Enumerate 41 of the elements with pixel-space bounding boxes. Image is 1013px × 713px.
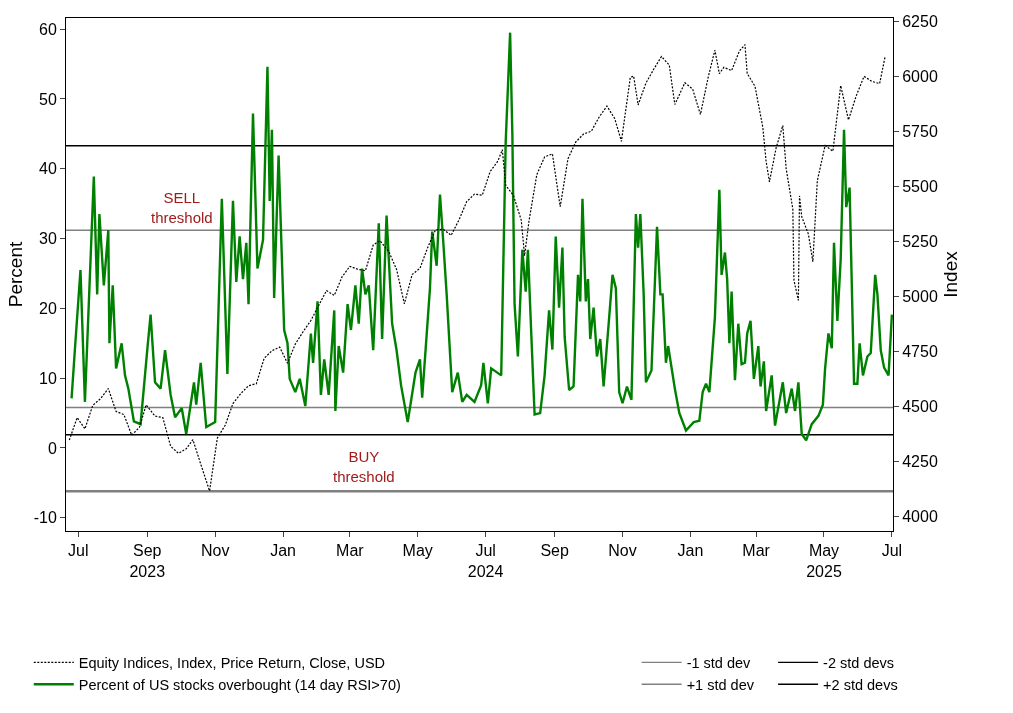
legend-label: Percent of US stocks overbought (14 day RSI>70) (78, 676, 401, 693)
y-axis-title: Percent (4, 241, 26, 308)
y-tick-label: 0 (47, 439, 57, 457)
y2-tick-label: 5750 (902, 122, 938, 140)
y-tick-label: -10 (33, 509, 57, 527)
x-tick-label: Nov (608, 542, 637, 560)
y-tick-label: 40 (39, 160, 57, 178)
x-tick-label: Mar (336, 542, 365, 560)
y2-tick-label: 4000 (902, 508, 938, 526)
y-tick-label: 60 (39, 20, 57, 38)
y2-tick-label: 4500 (902, 398, 938, 416)
x-tick-label: May (402, 542, 433, 560)
x-tick-label: Jul 2024 (467, 542, 504, 580)
y-tick-label: 20 (39, 299, 57, 317)
x-tick-label: Sep 2023 (129, 542, 166, 580)
y2-tick-label: 5250 (902, 233, 938, 251)
legend-label: +2 std devs (823, 676, 898, 693)
x-tick-label: Jan (270, 542, 296, 560)
x-tick-label: Nov (200, 542, 230, 560)
legend-label: +1 std dev (686, 676, 755, 693)
x-tick-label: May 2025 (806, 542, 842, 580)
x-tick-label: Jul (68, 542, 89, 560)
x-tick-label: Jul (881, 542, 903, 560)
y-tick-label: 50 (39, 90, 57, 108)
legend-label: -1 std dev (686, 655, 752, 672)
y2-tick-label: 5000 (902, 288, 938, 306)
legend-label: Equity Indices, Index, Price Return, Close, USD (78, 655, 386, 672)
y-tick-label: 30 (39, 230, 57, 248)
y-tick-label: 10 (39, 369, 57, 387)
y2-tick-label: 6000 (902, 67, 938, 85)
y2-tick-label: 6250 (902, 12, 938, 30)
y2-tick-label: 4750 (902, 343, 938, 361)
x-tick-label: Sep (540, 542, 569, 560)
x-tick-label: Jan (677, 542, 704, 560)
y2-tick-label: 5500 (902, 178, 938, 196)
annotation: BUY threshold (333, 448, 395, 485)
legend-label: -2 std devs (823, 655, 895, 672)
x-tick-label: Mar (742, 542, 771, 560)
y2-axis-title: Index (939, 250, 961, 298)
y2-tick-label: 4250 (902, 453, 938, 471)
annotation: SELL threshold (151, 189, 213, 226)
